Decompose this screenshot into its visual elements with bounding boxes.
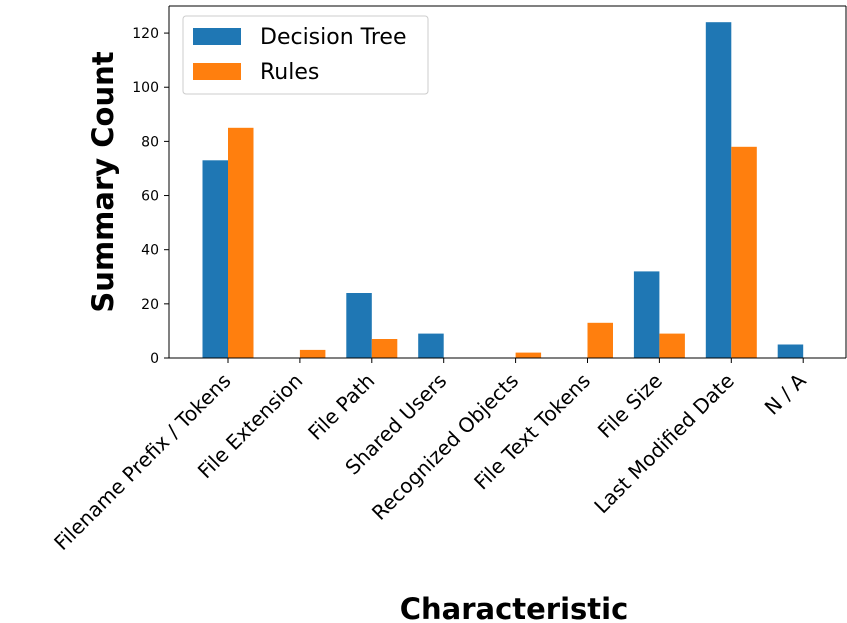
bars-layer bbox=[202, 22, 804, 358]
bar-rules-4 bbox=[515, 352, 542, 358]
bar-rules-5 bbox=[587, 322, 613, 358]
bar-rules-7 bbox=[731, 146, 757, 358]
y-tick-label: 80 bbox=[141, 134, 159, 150]
legend-label-rules: Rules bbox=[260, 60, 319, 85]
axes bbox=[168, 5, 847, 359]
bar-rules-1 bbox=[299, 349, 326, 358]
bar-rules-0 bbox=[228, 127, 254, 358]
y-axis-title: Summary Count bbox=[86, 51, 120, 312]
y-tick-label: 100 bbox=[132, 80, 159, 96]
y-ticks: 0 20 40 60 80 100 120 bbox=[132, 26, 169, 367]
bar-decision-tree-0 bbox=[202, 160, 228, 358]
legend: Decision Tree Rules bbox=[182, 15, 429, 95]
bar-decision-tree-2 bbox=[346, 293, 372, 358]
x-tick-label: N / A bbox=[760, 368, 811, 419]
bar-decision-tree-6 bbox=[633, 271, 660, 358]
legend-swatch-decision-tree bbox=[193, 28, 241, 45]
bar-decision-tree-3 bbox=[418, 333, 444, 358]
x-axis-title: Characteristic bbox=[400, 592, 629, 623]
y-tick-label: 0 bbox=[150, 351, 159, 367]
bar-rules-2 bbox=[371, 339, 398, 358]
legend-label-decision-tree: Decision Tree bbox=[260, 25, 407, 50]
bar-decision-tree-8 bbox=[777, 344, 804, 358]
y-tick-label: 20 bbox=[141, 297, 159, 313]
y-tick-label: 40 bbox=[141, 243, 159, 259]
y-tick-label: 60 bbox=[141, 189, 159, 205]
bar-decision-tree-7 bbox=[705, 22, 732, 358]
legend-frame bbox=[182, 15, 429, 95]
x-tick-label: File Path bbox=[303, 369, 379, 445]
bar-rules-6 bbox=[659, 333, 685, 358]
x-tick-label: Last Modified Date bbox=[589, 369, 739, 519]
x-tick-label: File Size bbox=[593, 369, 667, 443]
y-tick-label: 120 bbox=[132, 26, 159, 42]
legend-swatch-rules bbox=[193, 63, 241, 80]
